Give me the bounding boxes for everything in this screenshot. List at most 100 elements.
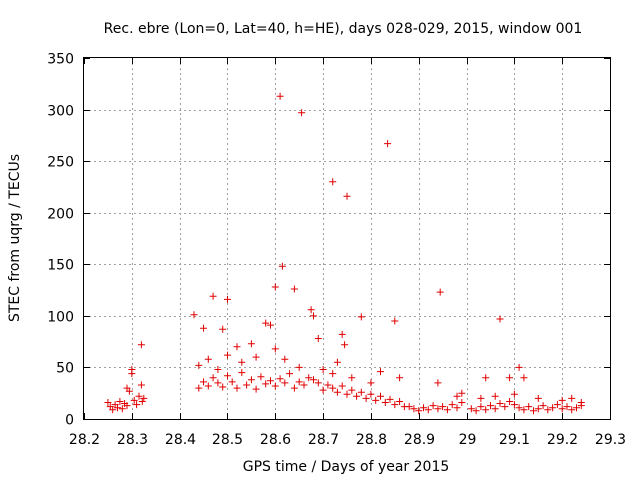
- tick-layer: 28.2 28.3 28.4 28.5 28.6 28.7 28.8 28.9 29 29.1 29…: [47, 52, 626, 449]
- data-point: [290, 384, 298, 392]
- data-point: [482, 406, 490, 414]
- data-point: [333, 358, 341, 366]
- data-point: [329, 178, 337, 186]
- data-point: [228, 378, 236, 386]
- data-point: [133, 401, 141, 409]
- grid-layer: [84, 58, 610, 419]
- data-point: [530, 407, 537, 415]
- data-points: [104, 92, 585, 415]
- data-point: [219, 325, 227, 333]
- y-axis-title: STEC from uqrg / TECUs: [7, 154, 23, 322]
- data-point: [362, 394, 370, 402]
- data-point: [577, 399, 585, 406]
- data-point: [238, 358, 246, 366]
- data-point: [343, 192, 351, 200]
- data-point: [314, 379, 322, 387]
- data-point: [348, 374, 356, 382]
- data-point: [367, 379, 375, 387]
- data-point: [381, 399, 389, 406]
- data-point: [135, 392, 143, 400]
- data-point: [353, 392, 361, 400]
- data-point: [496, 400, 504, 407]
- data-point: [501, 403, 509, 411]
- data-point: [429, 402, 437, 410]
- data-point: [298, 109, 306, 117]
- data-point: [515, 363, 523, 371]
- data-point: [271, 345, 279, 353]
- data-point: [295, 378, 303, 386]
- data-point: [300, 381, 308, 389]
- y-tick-label: 300: [47, 104, 74, 120]
- data-point: [252, 353, 260, 361]
- data-point: [310, 312, 317, 320]
- data-point: [453, 392, 461, 400]
- data-point: [247, 340, 255, 348]
- data-point: [553, 401, 561, 409]
- data-point: [329, 384, 337, 392]
- data-point: [267, 321, 274, 329]
- data-point: [190, 311, 198, 319]
- data-point: [482, 374, 490, 382]
- data-point: [520, 374, 528, 382]
- data-point: [439, 403, 447, 411]
- x-tick-label: 28.9: [404, 432, 435, 448]
- data-point: [243, 381, 251, 389]
- x-tick-label: 29: [459, 432, 477, 448]
- data-point: [391, 317, 399, 325]
- data-point: [114, 404, 121, 412]
- data-point: [238, 369, 246, 377]
- data-point: [116, 398, 124, 405]
- y-tick-label: 50: [56, 361, 74, 377]
- data-point: [333, 388, 341, 396]
- data-point: [305, 374, 313, 382]
- data-point: [267, 377, 274, 385]
- plot-frame: [83, 57, 611, 420]
- data-point: [257, 373, 265, 381]
- data-point: [443, 406, 451, 414]
- data-point: [204, 355, 212, 363]
- data-point: [487, 402, 494, 410]
- y-tick-label: 100: [47, 310, 74, 326]
- data-point: [219, 383, 227, 391]
- x-tick-label: 29.1: [499, 432, 530, 448]
- data-point: [396, 374, 404, 382]
- data-point: [104, 399, 112, 406]
- data-point: [491, 392, 499, 400]
- data-point: [271, 283, 279, 291]
- data-point: [209, 374, 217, 382]
- data-point: [477, 394, 485, 402]
- data-point: [372, 396, 380, 404]
- y-tick-label: 200: [47, 207, 74, 223]
- data-point: [377, 368, 384, 376]
- data-point: [224, 295, 231, 303]
- data-point: [118, 405, 126, 413]
- data-point: [424, 406, 432, 414]
- data-point: [204, 382, 212, 390]
- data-point: [348, 386, 356, 394]
- data-point: [262, 319, 270, 327]
- data-point: [109, 406, 117, 414]
- data-point: [377, 392, 384, 400]
- data-point: [410, 405, 418, 413]
- data-point: [214, 379, 222, 387]
- x-tick-label: 28.8: [356, 432, 387, 448]
- data-point: [458, 399, 466, 406]
- data-point: [252, 385, 260, 393]
- x-axis-title: GPS time / Days of year 2015: [243, 459, 450, 475]
- data-point: [233, 343, 241, 351]
- data-point: [195, 384, 203, 392]
- y-tick-label: 150: [47, 258, 74, 274]
- data-point: [534, 394, 542, 402]
- data-point: [534, 405, 542, 413]
- data-point: [496, 315, 504, 323]
- data-point: [544, 406, 552, 414]
- data-point: [510, 390, 518, 398]
- data-point: [125, 387, 133, 395]
- data-point: [506, 374, 514, 382]
- data-point: [128, 370, 136, 378]
- data-point: [367, 390, 375, 398]
- data-point: [472, 407, 480, 415]
- x-tick-label: 28.6: [260, 432, 291, 448]
- data-point: [386, 395, 394, 403]
- data-point: [341, 341, 349, 349]
